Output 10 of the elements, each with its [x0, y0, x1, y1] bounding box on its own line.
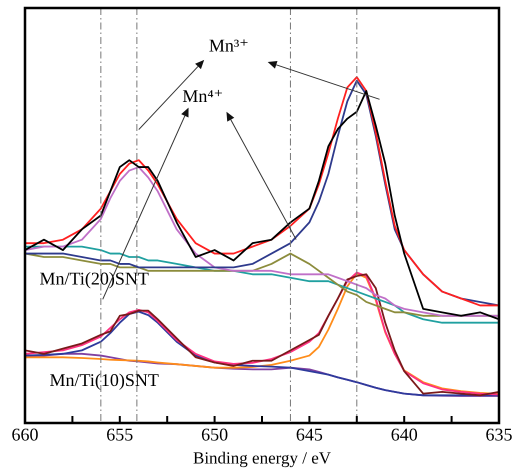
x-tick-label: 655 — [106, 424, 134, 445]
x-tick-label: 645 — [296, 424, 323, 445]
x-tick-label: 640 — [390, 424, 418, 445]
text: Mn³⁺ — [208, 35, 249, 56]
annotation: Mn⁴⁺ — [182, 86, 224, 106]
annotation: Mn/Ti(10)SNT — [49, 370, 159, 390]
x-tick-label: 635 — [486, 424, 512, 445]
x-tick-label: 660 — [12, 424, 38, 445]
x-axis-title: Binding energy / eV — [192, 448, 332, 468]
x-tick-label: 650 — [201, 424, 228, 445]
